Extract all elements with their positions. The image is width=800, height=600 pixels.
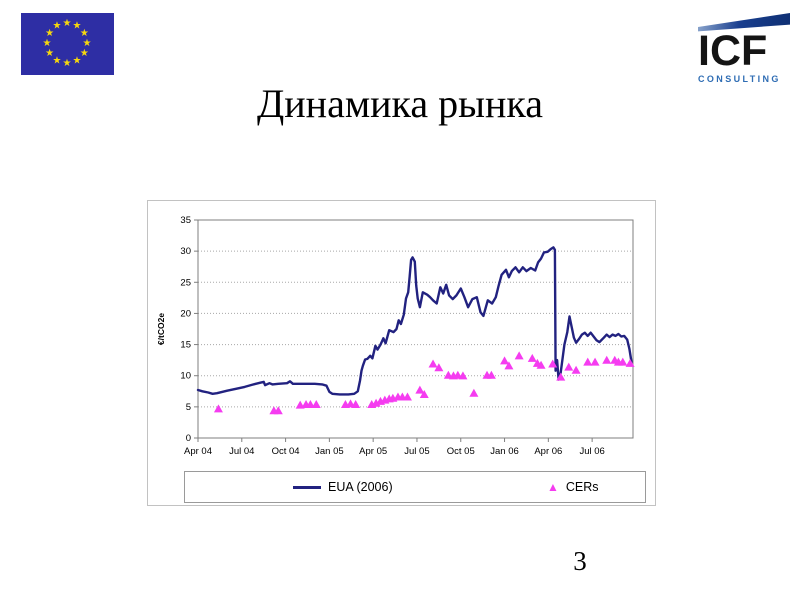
svg-text:5: 5	[186, 402, 191, 413]
market-price-chart: 0 5 10 15 20 25 30 35 Apr 04 Jul 04 Oct 04 Jan 05 Ap…	[156, 215, 635, 457]
svg-text:Apr 05: Apr 05	[359, 446, 387, 457]
svg-text:Jul 05: Jul 05	[404, 446, 429, 457]
cers-triangle-icon: ▲	[547, 480, 559, 494]
legend-label-eua: EUA (2006)	[328, 480, 393, 494]
eua-line-swatch	[293, 485, 321, 489]
svg-text:Apr 06: Apr 06	[534, 446, 562, 457]
svg-text:Jul 04: Jul 04	[229, 446, 254, 457]
svg-text:35: 35	[180, 215, 191, 226]
chart-panel: 0 5 10 15 20 25 30 35 Apr 04 Jul 04 Oct 04 Jan 05 Ap…	[147, 200, 656, 506]
svg-text:Apr 04: Apr 04	[184, 446, 212, 457]
svg-text:15: 15	[180, 340, 191, 351]
legend-item-cers: ▲ CERs	[547, 472, 599, 502]
page-number: 3	[573, 546, 587, 576]
icf-logo-text: ICF	[698, 27, 768, 75]
svg-text:25: 25	[180, 277, 191, 288]
svg-text:Oct 04: Oct 04	[272, 446, 300, 457]
svg-text:0: 0	[186, 433, 191, 444]
svg-text:Jul 06: Jul 06	[579, 446, 604, 457]
svg-text:10: 10	[180, 371, 191, 382]
svg-text:Jan 06: Jan 06	[490, 446, 519, 457]
svg-text:Jan 05: Jan 05	[315, 446, 344, 457]
icf-logo: ICF CONSULTING	[698, 13, 790, 84]
svg-text:30: 30	[180, 246, 191, 257]
svg-text:20: 20	[180, 308, 191, 319]
legend-label-cers: CERs	[565, 480, 599, 494]
svg-text:Oct 05: Oct 05	[447, 446, 475, 457]
page-title: Динамика рынка	[256, 81, 543, 126]
chart-legend: EUA (2006) ▲ CERs	[184, 471, 646, 503]
legend-item-eua: EUA (2006)	[293, 472, 393, 502]
icf-logo-tagline: CONSULTING	[698, 73, 781, 84]
eu-flag-logo	[21, 13, 114, 75]
svg-text:€/tCO2e: €/tCO2e	[156, 313, 166, 345]
